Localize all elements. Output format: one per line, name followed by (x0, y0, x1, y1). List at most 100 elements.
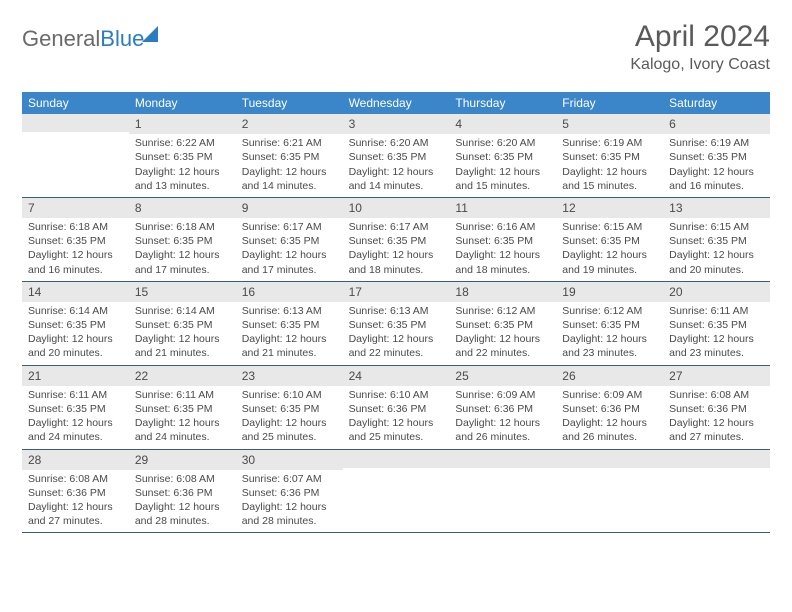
weekday-header: Tuesday (236, 92, 343, 114)
calendar-cell: 28Sunrise: 6:08 AMSunset: 6:36 PMDayligh… (22, 450, 129, 533)
cell-body: Sunrise: 6:21 AMSunset: 6:35 PMDaylight:… (236, 134, 343, 197)
sunrise-text: Sunrise: 6:20 AM (349, 136, 444, 150)
cell-body: Sunrise: 6:14 AMSunset: 6:35 PMDaylight:… (129, 302, 236, 365)
daylight-text: Daylight: 12 hours and 21 minutes. (242, 332, 337, 360)
sunset-text: Sunset: 6:35 PM (455, 234, 550, 248)
day-number: 10 (343, 198, 450, 218)
cell-body: Sunrise: 6:20 AMSunset: 6:35 PMDaylight:… (449, 134, 556, 197)
cell-body: Sunrise: 6:11 AMSunset: 6:35 PMDaylight:… (129, 386, 236, 449)
day-number: 1 (129, 114, 236, 134)
calendar-cell: 26Sunrise: 6:09 AMSunset: 6:36 PMDayligh… (556, 366, 663, 449)
calendar-cell: 18Sunrise: 6:12 AMSunset: 6:35 PMDayligh… (449, 282, 556, 365)
day-number: 22 (129, 366, 236, 386)
calendar-cell (663, 450, 770, 533)
daylight-text: Daylight: 12 hours and 20 minutes. (28, 332, 123, 360)
day-number: 5 (556, 114, 663, 134)
sunrise-text: Sunrise: 6:10 AM (242, 388, 337, 402)
day-number: 18 (449, 282, 556, 302)
sunrise-text: Sunrise: 6:14 AM (28, 304, 123, 318)
calendar-cell: 15Sunrise: 6:14 AMSunset: 6:35 PMDayligh… (129, 282, 236, 365)
sunset-text: Sunset: 6:35 PM (669, 234, 764, 248)
day-number: 19 (556, 282, 663, 302)
weekday-header: Saturday (663, 92, 770, 114)
daylight-text: Daylight: 12 hours and 20 minutes. (669, 248, 764, 276)
sunset-text: Sunset: 6:36 PM (135, 486, 230, 500)
calendar-cell (343, 450, 450, 533)
calendar-cell (556, 450, 663, 533)
cell-body: Sunrise: 6:18 AMSunset: 6:35 PMDaylight:… (22, 218, 129, 281)
day-number: 26 (556, 366, 663, 386)
sunrise-text: Sunrise: 6:20 AM (455, 136, 550, 150)
daylight-text: Daylight: 12 hours and 23 minutes. (562, 332, 657, 360)
day-number (663, 450, 770, 468)
title-block: April 2024 Kalogo, Ivory Coast (630, 20, 770, 74)
cell-body: Sunrise: 6:09 AMSunset: 6:36 PMDaylight:… (556, 386, 663, 449)
calendar-cell: 10Sunrise: 6:17 AMSunset: 6:35 PMDayligh… (343, 198, 450, 281)
day-number: 13 (663, 198, 770, 218)
day-number: 16 (236, 282, 343, 302)
weekday-header-row: Sunday Monday Tuesday Wednesday Thursday… (22, 92, 770, 114)
sunset-text: Sunset: 6:35 PM (242, 234, 337, 248)
daylight-text: Daylight: 12 hours and 13 minutes. (135, 165, 230, 193)
daylight-text: Daylight: 12 hours and 17 minutes. (242, 248, 337, 276)
sunrise-text: Sunrise: 6:12 AM (562, 304, 657, 318)
sunrise-text: Sunrise: 6:17 AM (242, 220, 337, 234)
day-number: 27 (663, 366, 770, 386)
day-number: 7 (22, 198, 129, 218)
daylight-text: Daylight: 12 hours and 26 minutes. (562, 416, 657, 444)
daylight-text: Daylight: 12 hours and 28 minutes. (242, 500, 337, 528)
cell-body: Sunrise: 6:18 AMSunset: 6:35 PMDaylight:… (129, 218, 236, 281)
calendar-cell: 22Sunrise: 6:11 AMSunset: 6:35 PMDayligh… (129, 366, 236, 449)
daylight-text: Daylight: 12 hours and 21 minutes. (135, 332, 230, 360)
daylight-text: Daylight: 12 hours and 25 minutes. (242, 416, 337, 444)
weekday-header: Thursday (449, 92, 556, 114)
calendar-cell: 9Sunrise: 6:17 AMSunset: 6:35 PMDaylight… (236, 198, 343, 281)
logo: GeneralBlue (22, 26, 158, 52)
calendar-cell: 8Sunrise: 6:18 AMSunset: 6:35 PMDaylight… (129, 198, 236, 281)
sunset-text: Sunset: 6:35 PM (562, 234, 657, 248)
sunrise-text: Sunrise: 6:22 AM (135, 136, 230, 150)
day-number: 3 (343, 114, 450, 134)
sunrise-text: Sunrise: 6:10 AM (349, 388, 444, 402)
daylight-text: Daylight: 12 hours and 14 minutes. (349, 165, 444, 193)
calendar: Sunday Monday Tuesday Wednesday Thursday… (22, 92, 770, 533)
day-number: 15 (129, 282, 236, 302)
logo-word1: General (22, 26, 100, 51)
day-number (343, 450, 450, 468)
cell-body: Sunrise: 6:10 AMSunset: 6:35 PMDaylight:… (236, 386, 343, 449)
cell-body: Sunrise: 6:14 AMSunset: 6:35 PMDaylight:… (22, 302, 129, 365)
sunset-text: Sunset: 6:35 PM (28, 318, 123, 332)
calendar-cell: 27Sunrise: 6:08 AMSunset: 6:36 PMDayligh… (663, 366, 770, 449)
sunset-text: Sunset: 6:35 PM (242, 318, 337, 332)
calendar-cell: 24Sunrise: 6:10 AMSunset: 6:36 PMDayligh… (343, 366, 450, 449)
calendar-cell: 1Sunrise: 6:22 AMSunset: 6:35 PMDaylight… (129, 114, 236, 197)
cell-body: Sunrise: 6:08 AMSunset: 6:36 PMDaylight:… (22, 470, 129, 533)
calendar-cell: 30Sunrise: 6:07 AMSunset: 6:36 PMDayligh… (236, 450, 343, 533)
weekday-header: Wednesday (343, 92, 450, 114)
sunset-text: Sunset: 6:36 PM (349, 402, 444, 416)
sunrise-text: Sunrise: 6:11 AM (669, 304, 764, 318)
calendar-cell: 29Sunrise: 6:08 AMSunset: 6:36 PMDayligh… (129, 450, 236, 533)
cell-body: Sunrise: 6:19 AMSunset: 6:35 PMDaylight:… (556, 134, 663, 197)
daylight-text: Daylight: 12 hours and 17 minutes. (135, 248, 230, 276)
daylight-text: Daylight: 12 hours and 14 minutes. (242, 165, 337, 193)
daylight-text: Daylight: 12 hours and 28 minutes. (135, 500, 230, 528)
day-number: 4 (449, 114, 556, 134)
cell-body: Sunrise: 6:22 AMSunset: 6:35 PMDaylight:… (129, 134, 236, 197)
sunset-text: Sunset: 6:35 PM (562, 150, 657, 164)
cell-body: Sunrise: 6:19 AMSunset: 6:35 PMDaylight:… (663, 134, 770, 197)
calendar-cell: 4Sunrise: 6:20 AMSunset: 6:35 PMDaylight… (449, 114, 556, 197)
day-number: 17 (343, 282, 450, 302)
sunrise-text: Sunrise: 6:13 AM (349, 304, 444, 318)
logo-text: GeneralBlue (22, 26, 144, 52)
daylight-text: Daylight: 12 hours and 26 minutes. (455, 416, 550, 444)
cell-body: Sunrise: 6:13 AMSunset: 6:35 PMDaylight:… (343, 302, 450, 365)
sunset-text: Sunset: 6:35 PM (349, 234, 444, 248)
calendar-cell: 12Sunrise: 6:15 AMSunset: 6:35 PMDayligh… (556, 198, 663, 281)
sunset-text: Sunset: 6:35 PM (135, 234, 230, 248)
calendar-cell: 3Sunrise: 6:20 AMSunset: 6:35 PMDaylight… (343, 114, 450, 197)
daylight-text: Daylight: 12 hours and 24 minutes. (135, 416, 230, 444)
sunrise-text: Sunrise: 6:11 AM (28, 388, 123, 402)
sunset-text: Sunset: 6:35 PM (242, 150, 337, 164)
cell-body: Sunrise: 6:10 AMSunset: 6:36 PMDaylight:… (343, 386, 450, 449)
